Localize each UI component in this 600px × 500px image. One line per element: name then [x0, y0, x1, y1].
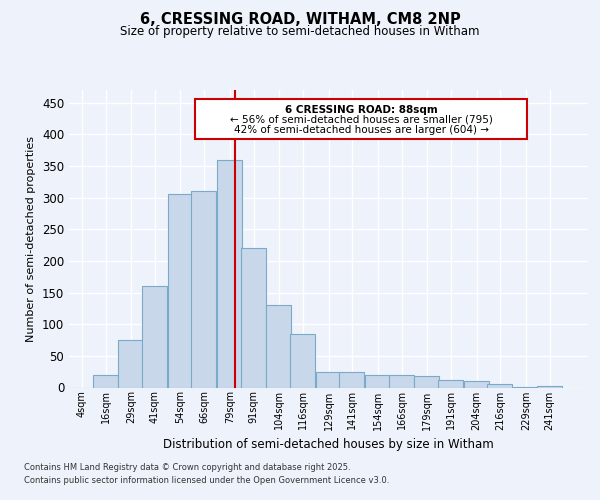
- X-axis label: Distribution of semi-detached houses by size in Witham: Distribution of semi-detached houses by …: [163, 438, 494, 451]
- Y-axis label: Number of semi-detached properties: Number of semi-detached properties: [26, 136, 37, 342]
- Bar: [340, 372, 364, 388]
- Bar: [316, 372, 341, 388]
- Text: 6, CRESSING ROAD, WITHAM, CM8 2NP: 6, CRESSING ROAD, WITHAM, CM8 2NP: [140, 12, 460, 28]
- Text: ← 56% of semi-detached houses are smaller (795): ← 56% of semi-detached houses are smalle…: [230, 114, 493, 124]
- Bar: [142, 286, 167, 388]
- Text: Size of property relative to semi-detached houses in Witham: Size of property relative to semi-detach…: [120, 25, 480, 38]
- Text: 42% of semi-detached houses are larger (604) →: 42% of semi-detached houses are larger (…: [233, 125, 488, 135]
- Bar: [513, 387, 538, 388]
- Bar: [191, 192, 217, 388]
- Bar: [266, 305, 292, 388]
- Bar: [415, 376, 439, 388]
- Bar: [389, 375, 414, 388]
- Bar: [438, 380, 463, 388]
- Bar: [241, 248, 266, 388]
- Bar: [365, 375, 390, 388]
- Bar: [290, 334, 315, 388]
- Bar: [217, 160, 242, 388]
- Bar: [167, 194, 193, 388]
- Text: Contains HM Land Registry data © Crown copyright and database right 2025.: Contains HM Land Registry data © Crown c…: [24, 462, 350, 471]
- FancyBboxPatch shape: [195, 100, 527, 138]
- Bar: [464, 381, 489, 388]
- Bar: [487, 384, 512, 388]
- Bar: [92, 375, 118, 388]
- Text: Contains public sector information licensed under the Open Government Licence v3: Contains public sector information licen…: [24, 476, 389, 485]
- Bar: [118, 340, 143, 388]
- Text: 6 CRESSING ROAD: 88sqm: 6 CRESSING ROAD: 88sqm: [284, 104, 437, 115]
- Bar: [536, 386, 562, 388]
